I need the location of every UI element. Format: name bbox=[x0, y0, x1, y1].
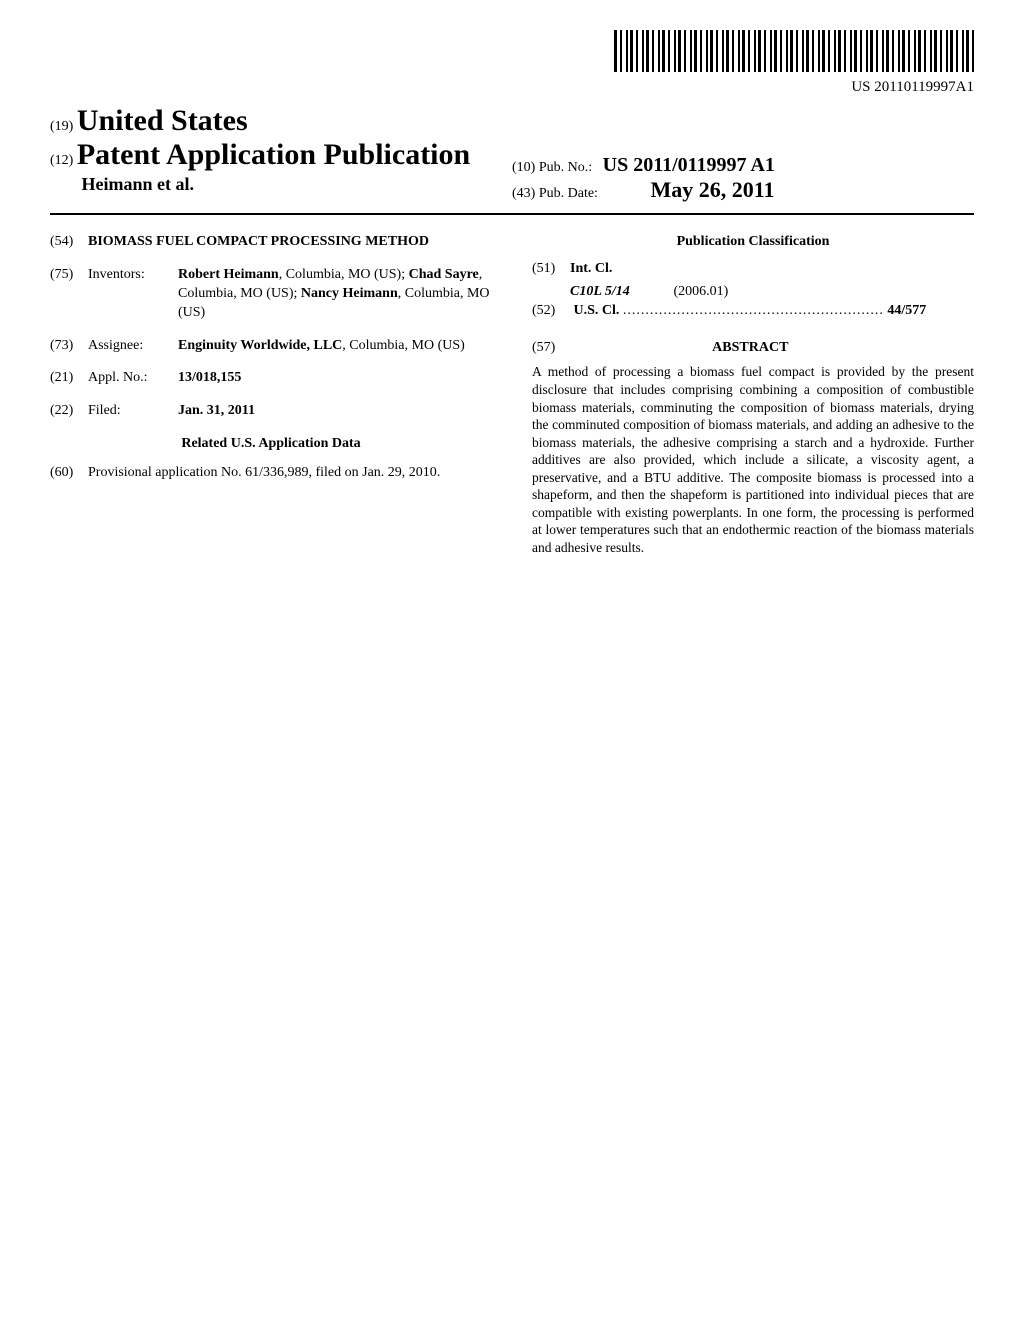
provisional-value: Provisional application No. 61/336,989, … bbox=[88, 464, 492, 483]
assignee-label: Assignee: bbox=[88, 337, 178, 356]
doctype-code-num: (12) bbox=[50, 153, 73, 168]
header-divider bbox=[50, 213, 974, 215]
invention-title: BIOMASS FUEL COMPACT PROCESSING METHOD bbox=[88, 233, 492, 252]
related-app-heading: Related U.S. Application Data bbox=[50, 435, 492, 454]
barcode-section: US 20110119997A1 bbox=[50, 30, 974, 96]
assignee-value: Enginuity Worldwide, LLC, Columbia, MO (… bbox=[178, 337, 492, 356]
title-num: (54) bbox=[50, 233, 88, 252]
intcl-num: (51) bbox=[532, 260, 570, 279]
applno-row: (21) Appl. No.: 13/018,155 bbox=[50, 369, 492, 388]
abstract-heading: ABSTRACT bbox=[574, 339, 928, 358]
barcode-graphic bbox=[614, 30, 974, 72]
abstract-num: (57) bbox=[532, 339, 570, 358]
doc-type-line: (12) Patent Application Publication bbox=[50, 138, 512, 172]
classification-heading: Publication Classification bbox=[532, 233, 974, 252]
intcl-row: (51) Int. Cl. bbox=[532, 260, 974, 279]
intcl-label: Int. Cl. bbox=[570, 260, 612, 279]
applno-label: Appl. No.: bbox=[88, 369, 178, 388]
pubno-label: Pub. No.: bbox=[539, 160, 592, 175]
inventors-value: Robert Heimann, Columbia, MO (US); Chad … bbox=[178, 266, 492, 323]
pubno-code-num: (10) bbox=[512, 160, 535, 175]
pub-date: May 26, 2011 bbox=[650, 177, 774, 202]
abstract-text: A method of processing a biomass fuel co… bbox=[532, 363, 974, 556]
intcl-code-row: C10L 5/14 (2006.01) bbox=[532, 283, 974, 302]
provisional-num: (60) bbox=[50, 464, 88, 483]
header-row: (19) United States (12) Patent Applicati… bbox=[50, 104, 974, 203]
assignee-row: (73) Assignee: Enginuity Worldwide, LLC,… bbox=[50, 337, 492, 356]
doc-type-name: Patent Application Publication bbox=[77, 138, 470, 171]
applno-num: (21) bbox=[50, 369, 88, 388]
body-columns: (54) BIOMASS FUEL COMPACT PROCESSING MET… bbox=[50, 233, 974, 556]
inventors-label: Inventors: bbox=[88, 266, 178, 323]
barcode-number: US 20110119997A1 bbox=[50, 79, 974, 96]
pubdate-code-num: (43) bbox=[512, 186, 535, 201]
uscl-label: U.S. Cl. bbox=[574, 303, 620, 318]
authors: Heimann et al. bbox=[82, 174, 195, 194]
authors-line: Heimann et al. bbox=[50, 174, 512, 195]
country-name: United States bbox=[77, 104, 248, 137]
uscl-num: (52) bbox=[532, 302, 570, 321]
pubdate-label: Pub. Date: bbox=[539, 186, 598, 201]
applno-value: 13/018,155 bbox=[178, 369, 492, 388]
filed-num: (22) bbox=[50, 402, 88, 421]
provisional-row: (60) Provisional application No. 61/336,… bbox=[50, 464, 492, 483]
abstract-section: (57) ABSTRACT bbox=[532, 333, 974, 364]
intcl-code: C10L 5/14 bbox=[570, 283, 670, 302]
header-left: (19) United States (12) Patent Applicati… bbox=[50, 104, 512, 203]
title-row: (54) BIOMASS FUEL COMPACT PROCESSING MET… bbox=[50, 233, 492, 252]
pubdate-line: (43) Pub. Date: May 26, 2011 bbox=[512, 177, 974, 203]
inventors-num: (75) bbox=[50, 266, 88, 323]
assignee-num: (73) bbox=[50, 337, 88, 356]
pubno-line: (10) Pub. No.: US 2011/0119997 A1 bbox=[512, 154, 974, 177]
header-right: (10) Pub. No.: US 2011/0119997 A1 (43) P… bbox=[512, 104, 974, 203]
left-column: (54) BIOMASS FUEL COMPACT PROCESSING MET… bbox=[50, 233, 492, 556]
country-line: (19) United States bbox=[50, 104, 512, 138]
inventors-row: (75) Inventors: Robert Heimann, Columbia… bbox=[50, 266, 492, 323]
uscl-row: (52) U.S. Cl. ..........................… bbox=[532, 302, 974, 321]
filed-row: (22) Filed: Jan. 31, 2011 bbox=[50, 402, 492, 421]
intcl-year: (2006.01) bbox=[674, 283, 729, 302]
uscl-dots: ........................................… bbox=[623, 303, 884, 318]
country-code-num: (19) bbox=[50, 119, 73, 134]
right-column: Publication Classification (51) Int. Cl.… bbox=[532, 233, 974, 556]
uscl-value: 44/577 bbox=[887, 303, 926, 318]
filed-value: Jan. 31, 2011 bbox=[178, 402, 492, 421]
filed-label: Filed: bbox=[88, 402, 178, 421]
pub-number: US 2011/0119997 A1 bbox=[603, 154, 775, 176]
